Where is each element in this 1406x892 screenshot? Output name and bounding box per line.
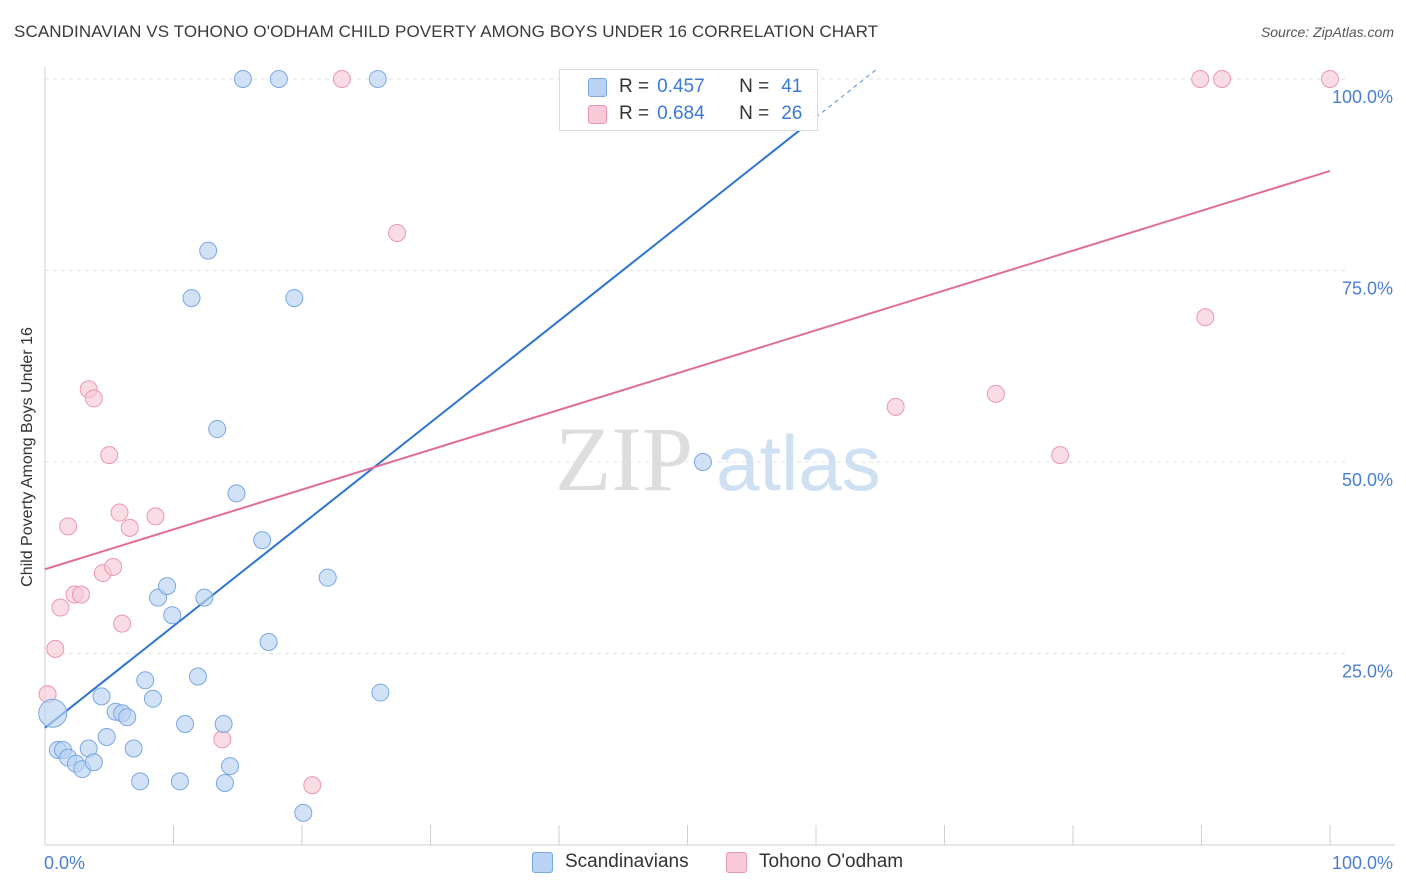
point-tohono — [332, 70, 351, 88]
point-scandinavians — [215, 773, 234, 792]
watermark: ZIP atlas — [555, 408, 881, 510]
watermark-atlas: atlas — [716, 419, 881, 507]
point-scandinavians — [253, 531, 272, 550]
point-scandinavians — [176, 714, 195, 733]
source-label: Source: ZipAtlas.com — [1260, 24, 1394, 40]
legend-label: Scandinavians — [565, 851, 689, 872]
point-scandinavians — [227, 484, 246, 503]
n-value: 26 — [781, 103, 803, 124]
legend-item-tohono: Tohono O'odham — [726, 851, 903, 873]
point-tohono — [388, 223, 407, 242]
point-scandinavians — [693, 453, 712, 471]
n-label: N = — [739, 103, 770, 124]
point-tohono — [104, 557, 123, 576]
point-tohono — [303, 776, 322, 795]
point-tohono — [1051, 446, 1070, 465]
legend-swatch-blue — [532, 851, 553, 873]
point-tohono — [100, 446, 119, 465]
point-tohono — [1213, 70, 1232, 88]
watermark-zip: ZIP — [555, 408, 693, 510]
point-scandinavians — [136, 671, 155, 690]
point-scandinavians — [199, 241, 218, 260]
n-value: 41 — [781, 76, 803, 97]
point-scandinavians — [131, 772, 150, 791]
y-tick-label: 75.0% — [1342, 279, 1393, 299]
point-scandinavians — [221, 757, 240, 776]
trendline-extension — [815, 69, 877, 118]
point-scandinavians — [38, 698, 68, 728]
legend-swatch-pink — [588, 104, 607, 124]
point-scandinavians — [214, 714, 233, 733]
point-scandinavians — [118, 708, 137, 727]
r-label: R = — [619, 76, 650, 97]
trend-layer — [44, 69, 1331, 729]
point-scandinavians — [97, 727, 116, 746]
x-tick-label: 100.0% — [1332, 853, 1393, 873]
point-scandinavians — [92, 687, 111, 706]
series-legend: Scandinavians Tohono O'odham — [0, 851, 1406, 877]
point-scandinavians — [84, 753, 103, 772]
point-scandinavians — [170, 772, 189, 791]
tick-labels: 25.0% 50.0% 75.0% 100.0% 0.0% 100.0% — [44, 87, 1393, 873]
n-label: N = — [739, 76, 770, 97]
point-scandinavians — [195, 588, 214, 607]
point-tohono — [1196, 308, 1215, 327]
r-label: R = — [619, 103, 650, 124]
y-tick-label: 25.0% — [1342, 662, 1393, 682]
point-tohono — [113, 614, 132, 633]
legend-item-scandinavians: Scandinavians — [532, 851, 689, 873]
point-tohono — [986, 384, 1005, 403]
legend-swatch-blue — [588, 77, 607, 97]
point-tohono — [120, 518, 139, 537]
point-scandinavians — [233, 70, 252, 88]
point-scandinavians — [294, 803, 313, 822]
point-tohono — [51, 598, 70, 617]
point-tohono — [1191, 70, 1210, 88]
point-scandinavians — [158, 577, 177, 596]
trendline-scandinavians — [44, 116, 817, 729]
r-value: 0.457 — [657, 76, 705, 97]
r-value: 0.684 — [657, 103, 705, 124]
point-scandinavians — [143, 689, 162, 708]
point-tohono — [213, 730, 232, 749]
chart-title: SCANDINAVIAN VS TOHONO O'ODHAM CHILD POV… — [14, 22, 879, 41]
legend-label: Tohono O'odham — [759, 851, 904, 872]
point-tohono — [71, 585, 90, 604]
point-scandinavians — [285, 289, 304, 308]
point-tohono — [84, 389, 103, 408]
point-tohono — [146, 507, 165, 526]
point-scandinavians — [182, 289, 201, 308]
stats-legend: R = 0.457 N = 41 R = 0.684 N = 26 — [559, 69, 818, 131]
point-scandinavians — [368, 70, 387, 88]
point-tohono — [46, 639, 65, 658]
legend-swatch-pink — [726, 851, 747, 873]
point-tohono — [886, 397, 905, 416]
point-tohono — [1321, 70, 1339, 88]
trendline-tohono — [44, 169, 1331, 571]
legend-row-tohono: R = 0.684 N = 26 — [588, 101, 802, 127]
point-scandinavians — [208, 420, 227, 439]
point-scandinavians — [269, 70, 288, 88]
point-scandinavians — [371, 683, 390, 702]
point-scandinavians — [163, 606, 182, 625]
point-scandinavians — [188, 667, 207, 686]
point-scandinavians — [124, 739, 143, 758]
point-tohono — [59, 517, 78, 536]
y-tick-label: 50.0% — [1342, 470, 1393, 490]
y-tick-label: 100.0% — [1332, 87, 1393, 107]
point-scandinavians — [259, 633, 278, 652]
points-layer — [38, 70, 1339, 822]
point-tohono — [110, 503, 129, 522]
legend-row-scandinavians: R = 0.457 N = 41 — [588, 74, 802, 100]
point-scandinavians — [318, 568, 337, 587]
x-tick-label: 0.0% — [44, 853, 85, 873]
